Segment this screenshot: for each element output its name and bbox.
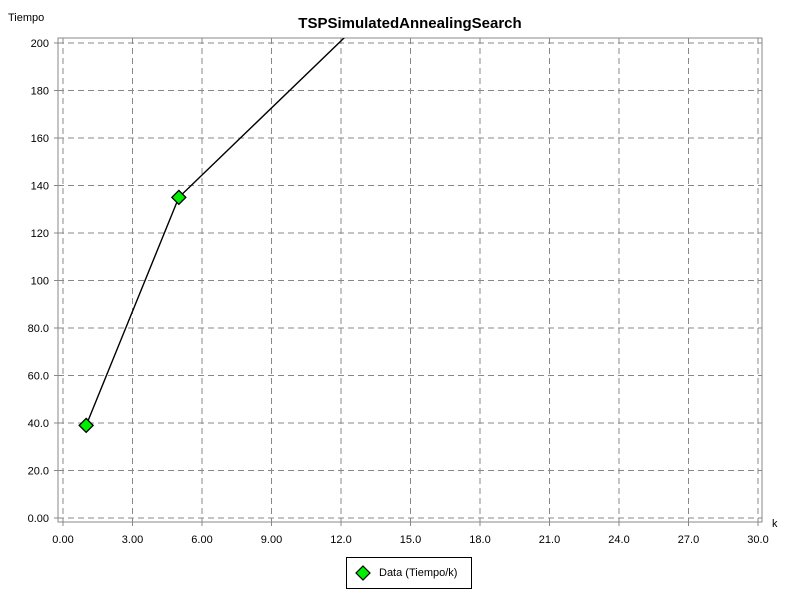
chart-title: TSPSimulatedAnnealingSearch [298,15,521,32]
legend-marker-diamond-icon [355,565,371,581]
y-tick-label: 100 [31,276,49,288]
legend: Data (Tiempo/k) [346,557,472,589]
x-tick-label: 12.0 [330,534,351,546]
x-tick-label: 15.0 [400,534,421,546]
y-tick-label: 40.0 [28,418,49,430]
x-tick-label: 3.00 [122,534,143,546]
data-point [170,189,187,206]
y-tick-label: 60.0 [28,371,49,383]
legend-label: Data (Tiempo/k) [379,567,458,579]
y-tick-label: 180 [31,86,49,98]
y-tick-label: 140 [31,181,49,193]
x-tick-label: 6.00 [191,534,212,546]
x-tick-label: 30.0 [747,534,768,546]
y-tick-label: 0.00 [28,513,49,525]
x-axis-label: k [772,518,778,530]
x-tick-label: 27.0 [678,534,699,546]
x-tick-label: 9.00 [261,534,282,546]
y-tick-label: 20.0 [28,466,49,478]
x-tick-label: 21.0 [539,534,560,546]
data-point [78,417,95,434]
y-tick-label: 200 [31,38,49,50]
y-tick-label: 160 [31,133,49,145]
x-tick-label: 24.0 [608,534,629,546]
y-tick-label: 80.0 [28,323,49,335]
y-axis-label: Tiempo [8,12,44,24]
y-tick-label: 120 [31,228,49,240]
x-tick-label: 18.0 [469,534,490,546]
x-tick-label: 0.00 [52,534,73,546]
